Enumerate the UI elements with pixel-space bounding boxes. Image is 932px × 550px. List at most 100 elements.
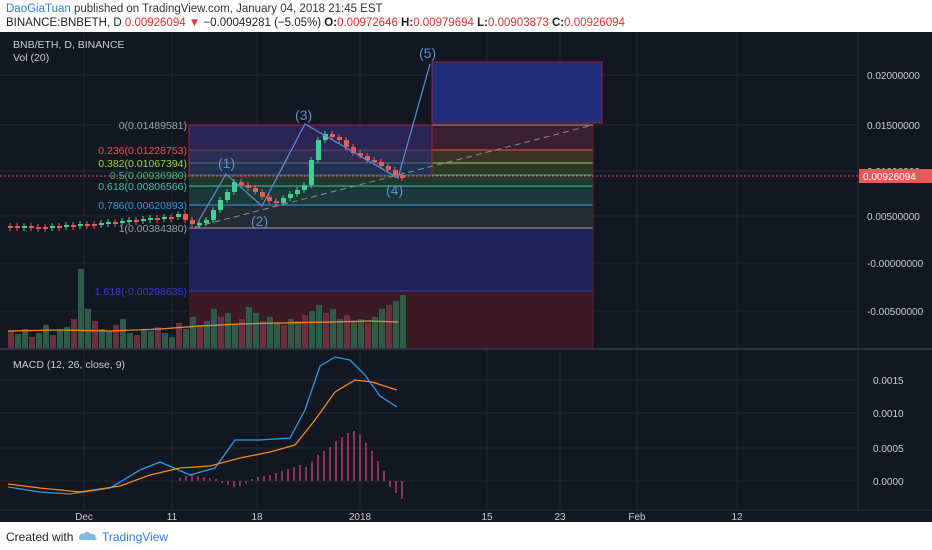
candle: [323, 134, 328, 140]
volume-bar: [29, 337, 35, 349]
last-price-badge: [859, 169, 932, 183]
last-price: 0.00926094: [124, 17, 186, 29]
candle: [302, 185, 307, 190]
candle: [337, 137, 342, 140]
macd-axis[interactable]: 0.0015 0.0010 0.0005 0.0000: [873, 376, 904, 488]
candle: [393, 170, 398, 175]
volume-bar: [92, 321, 98, 349]
time-axis[interactable]: Dec 11 18 2018 15 23 Feb 12: [75, 512, 743, 523]
volume-bar: [239, 319, 245, 349]
fib-zone-1-1618: [189, 228, 593, 291]
volume-bar: [176, 323, 182, 349]
macd-tick-3: 0.0005: [873, 444, 904, 455]
candle: [141, 219, 146, 221]
open-label: O:: [324, 17, 338, 29]
volume-bar: [400, 295, 406, 349]
candle: [64, 225, 69, 227]
candle: [295, 190, 300, 194]
candle: [400, 175, 405, 178]
volume-bar: [281, 325, 287, 349]
candle: [218, 200, 223, 210]
high-label: H:: [401, 17, 414, 29]
last-price-badge-text: 0.00926094: [863, 172, 916, 183]
fib-label-0618: 0.618(0.00806566): [98, 181, 187, 193]
volume-bar: [337, 319, 343, 349]
candle: [148, 218, 153, 220]
price-tick-2: 0.01500000: [867, 121, 920, 132]
candlesticks: [8, 131, 405, 232]
volume-bar: [358, 319, 364, 349]
time-tick-1: Dec: [75, 512, 93, 522]
fib-label-1618: 1.618(-0.00298635): [95, 286, 187, 298]
volume-bar: [15, 334, 21, 349]
candle: [386, 166, 391, 170]
candle: [99, 223, 104, 225]
volume-pane-title: Vol (20): [13, 52, 49, 64]
tradingview-brand-link[interactable]: TradingView: [102, 530, 169, 544]
created-with-text: Created with: [6, 530, 74, 544]
symbol-name: BINANCE:BNBETH, D: [6, 17, 122, 29]
main-pane-title: BNB/ETH, D, BINANCE: [13, 39, 124, 51]
open-value: 0.00972646: [337, 17, 398, 29]
candle: [379, 162, 384, 166]
volume-bar: [127, 333, 133, 349]
candle: [78, 224, 83, 226]
candle: [260, 192, 265, 197]
symbol-line: BINANCE:BNBETH, D 0.00926094 ▼ −0.000492…: [6, 17, 625, 29]
candle: [204, 220, 209, 223]
volume-bar: [64, 327, 70, 349]
volume-bar: [8, 331, 14, 349]
wave-label-3: (3): [295, 107, 312, 123]
close-value: 0.00926094: [564, 17, 625, 29]
chart-svg[interactable]: (1) (2) (3) (4) (5) 0(0.01489581) 0.236(…: [0, 32, 932, 523]
fib-zone-0786-1: [189, 205, 593, 228]
macd-tick-2: 0.0010: [873, 409, 904, 420]
candle: [50, 226, 55, 228]
volume-bar: [43, 325, 49, 349]
volume-bar: [50, 335, 56, 349]
volume-bar: [386, 305, 392, 349]
candle: [120, 221, 125, 223]
volume-bar: [274, 323, 280, 349]
price-tick-4: 0.00500000: [867, 212, 920, 223]
volume-bar: [393, 301, 399, 349]
candle: [253, 188, 258, 192]
macd-histogram: [179, 431, 403, 499]
chart-area[interactable]: (1) (2) (3) (4) (5) 0(0.01489581) 0.236(…: [0, 32, 932, 523]
low-label: L:: [477, 17, 489, 29]
volume-ma-line: [7, 320, 399, 332]
candle: [106, 222, 111, 224]
candle: [274, 201, 279, 203]
author-link[interactable]: DaoGiaTuan: [6, 3, 71, 15]
volume-bar: [323, 313, 329, 349]
candle: [29, 226, 34, 228]
volume-bar: [260, 321, 266, 349]
elliott-wave-path[interactable]: [197, 63, 431, 223]
candle: [134, 220, 139, 222]
volume-bar: [218, 317, 224, 349]
tradingview-logo-icon: [78, 531, 97, 540]
volume-bar: [162, 333, 168, 349]
candle: [169, 217, 174, 219]
candle: [57, 226, 62, 228]
candle: [113, 222, 118, 224]
candle: [232, 182, 237, 192]
target-box[interactable]: [431, 61, 603, 124]
volume-bar: [113, 325, 119, 349]
volume-bar: [225, 313, 231, 349]
candle: [267, 197, 272, 201]
fib-zone-05-0618: [189, 175, 593, 186]
high-value: 0.00979694: [413, 17, 474, 29]
volume-bar: [120, 319, 126, 349]
publish-line: DaoGiaTuan published on TradingView.com,…: [6, 3, 383, 15]
volume-bar: [22, 329, 28, 349]
volume-bar: [197, 325, 203, 349]
candle: [239, 182, 244, 185]
volume-bar: [330, 309, 336, 349]
low-value: 0.00903873: [488, 17, 549, 29]
published-text: published on TradingView.com, January 04…: [70, 3, 383, 15]
volume-bar: [316, 305, 322, 349]
candle: [43, 227, 48, 229]
volume-bar: [190, 317, 196, 349]
volume-bar: [106, 331, 112, 349]
